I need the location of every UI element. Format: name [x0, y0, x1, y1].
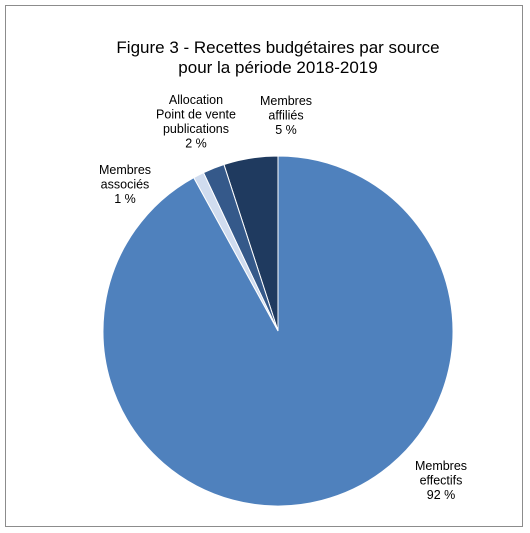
pie-slice-3	[102, 155, 454, 507]
slice-category-label-3: Membres	[415, 459, 467, 473]
slice-value-label-3: 92 %	[427, 488, 456, 502]
chart-title: Figure 3 - Recettes budgétaires par sour…	[116, 38, 439, 57]
slice-category-label-1: Allocation	[169, 93, 223, 107]
slice-category-label-1: Point de vente	[156, 108, 236, 122]
slice-category-label-2: associés	[101, 178, 150, 192]
slice-value-label-2: 1 %	[114, 192, 136, 206]
slice-category-label-1: publications	[163, 122, 229, 136]
slice-value-label-1: 2 %	[185, 137, 207, 151]
slice-category-label-0: Membres	[260, 94, 312, 108]
slice-category-label-3: effectifs	[420, 474, 463, 488]
slice-value-label-0: 5 %	[275, 123, 297, 137]
pie-slices	[102, 155, 454, 507]
slice-category-label-2: Membres	[99, 163, 151, 177]
slice-category-label-0: affiliés	[268, 109, 303, 123]
chart-subtitle: pour la période 2018-2019	[178, 58, 377, 77]
